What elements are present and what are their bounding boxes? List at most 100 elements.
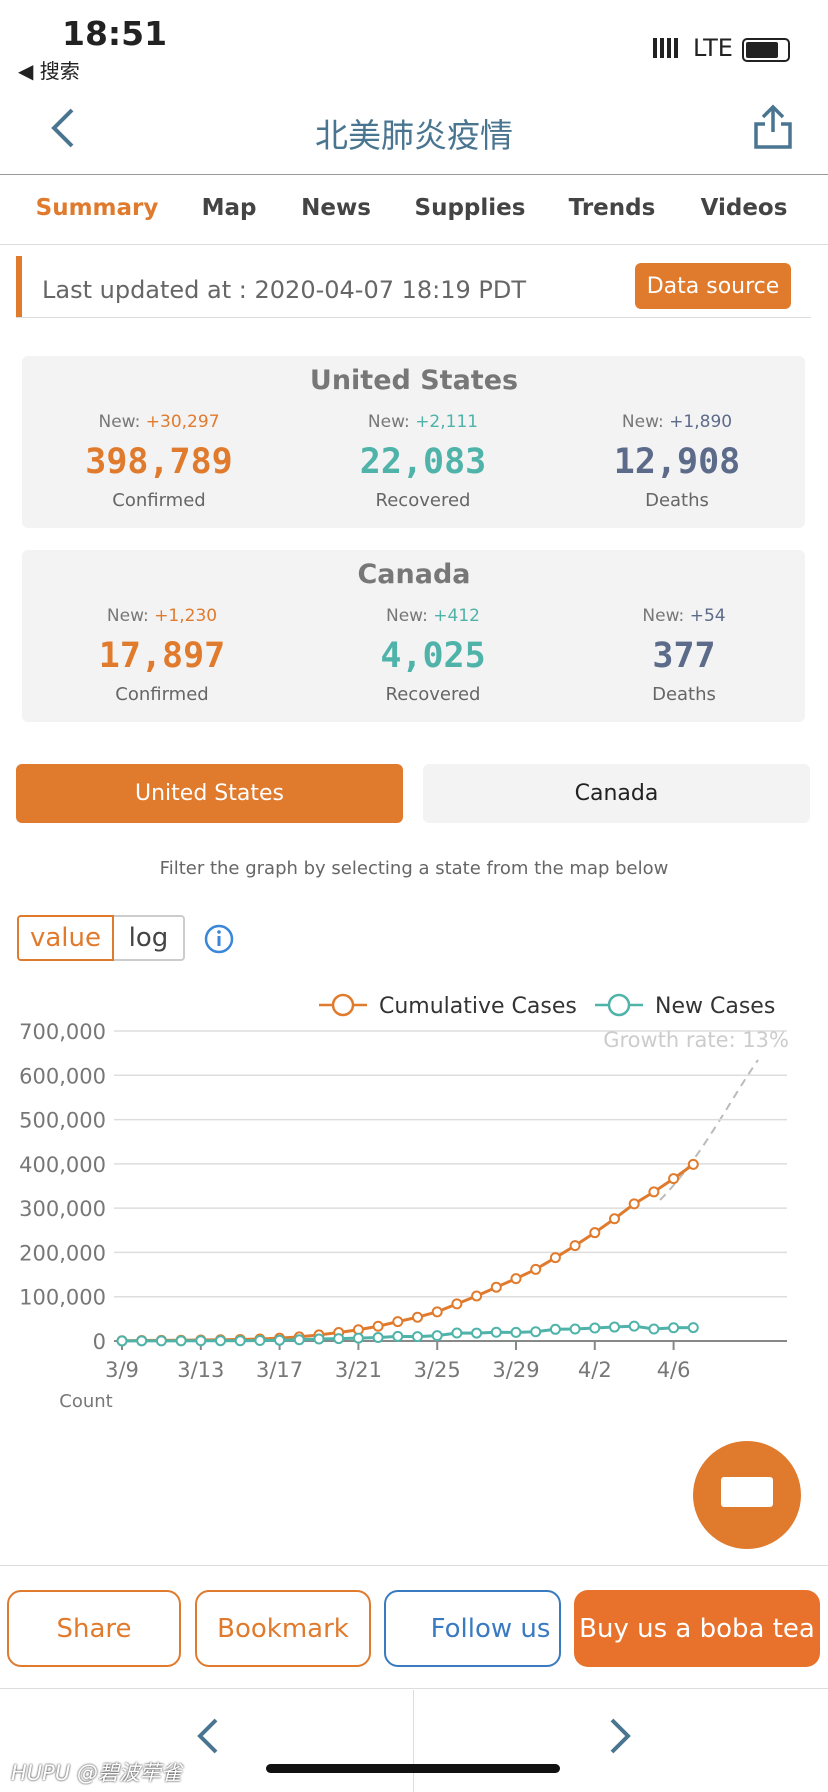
tab[interactable]: News [301, 195, 371, 221]
point [215, 1335, 226, 1347]
info-icon[interactable] [204, 924, 234, 954]
x-tick-label: 3/9 [105, 1358, 139, 1382]
point [687, 1158, 699, 1170]
y-tick-label: 300,000 [19, 1197, 106, 1221]
back-app[interactable]: ◀ 搜索 [18, 59, 80, 83]
new-value: +2,111 [415, 412, 479, 432]
point [668, 1173, 680, 1185]
point [628, 1198, 640, 1210]
point [549, 1323, 561, 1335]
point [648, 1323, 660, 1335]
new-value: +412 [433, 606, 480, 626]
x-tick-label: 3/25 [414, 1358, 461, 1382]
point [412, 1311, 423, 1323]
toolbar-border [0, 1688, 828, 1689]
tab[interactable]: Supplies [414, 195, 526, 221]
watermark: HUPU @碧波荦雀 [11, 1761, 182, 1785]
point [510, 1273, 522, 1285]
update-bar [16, 256, 22, 318]
x-tick-label: 4/2 [578, 1358, 612, 1382]
point [490, 1281, 502, 1293]
point [116, 1335, 128, 1347]
point [549, 1252, 561, 1264]
new-label: New: [98, 412, 141, 432]
new-row: New: +1,230 [107, 606, 217, 626]
tab[interactable]: Trends [568, 195, 656, 221]
chart: 0 100,000 200,000 300,000 400,000 500,000 600,… [19, 993, 789, 1412]
point [569, 1323, 581, 1335]
new-value: +1,890 [669, 412, 733, 432]
point [392, 1330, 404, 1342]
chat-button[interactable] [693, 1441, 801, 1549]
toggle-us[interactable]: United States [16, 764, 403, 823]
point [471, 1327, 483, 1339]
tab[interactable]: Map [201, 195, 257, 221]
battery [742, 38, 790, 62]
trend-line [659, 1059, 759, 1201]
new-row: New: +30,297 [98, 412, 219, 432]
action-button[interactable]: Follow us [384, 1590, 561, 1667]
new-label: New: [642, 606, 685, 626]
point [412, 1331, 423, 1343]
point [372, 1320, 384, 1332]
tab[interactable]: Videos [700, 195, 788, 221]
stat-label: Confirmed [115, 684, 209, 705]
point [372, 1332, 384, 1344]
point [352, 1332, 364, 1344]
x-tick-label: 3/29 [492, 1358, 539, 1382]
x-tick-label: 4/6 [657, 1358, 691, 1382]
new-label: New: [367, 412, 410, 432]
share-icon[interactable] [752, 104, 794, 150]
prev[interactable] [192, 1716, 222, 1756]
value-button[interactable]: value [17, 915, 114, 961]
filter-text: Filter the graph by selecting a state fr… [159, 858, 669, 879]
new-row: New: +1,890 [622, 412, 732, 432]
point [589, 1322, 601, 1334]
new-value: +1,230 [154, 606, 218, 626]
next[interactable] [606, 1716, 636, 1756]
stat-label: Deaths [652, 684, 716, 705]
new-value: +54 [689, 606, 726, 626]
point [195, 1335, 207, 1347]
annotation: Growth rate: 13% [603, 1028, 789, 1052]
legend-marker [607, 993, 631, 1017]
y-tick-label: 100,000 [19, 1286, 106, 1310]
point [648, 1186, 660, 1198]
back-button[interactable] [48, 106, 78, 150]
new-label: New: [621, 412, 664, 432]
action-button[interactable]: Share [7, 1590, 181, 1667]
point [490, 1326, 502, 1338]
network: LTE [693, 34, 733, 62]
x-tick-label: 3/13 [177, 1358, 224, 1382]
point [609, 1321, 620, 1333]
data-source[interactable]: Data source [635, 263, 791, 309]
nav-border [0, 174, 828, 175]
update-border [16, 317, 811, 318]
stat-value: 377 [652, 636, 716, 676]
x-tick-label: 3/17 [256, 1358, 303, 1382]
new-value: +30,297 [145, 412, 220, 432]
tab[interactable]: Summary [35, 195, 159, 221]
y-tick-label: 700,000 [19, 1020, 106, 1044]
action-button[interactable]: Bookmark [195, 1590, 371, 1667]
point [254, 1335, 266, 1347]
log-button[interactable]: log [114, 915, 185, 961]
point [234, 1335, 246, 1347]
action-button[interactable]: Buy us a boba tea [574, 1590, 820, 1667]
stat-card [22, 550, 805, 722]
updated-text: Last updated at : 2020-04-07 18:19 PDT [42, 276, 527, 304]
toggle-canada[interactable]: Canada [423, 764, 810, 823]
new-label: New: [386, 606, 428, 626]
point [589, 1227, 601, 1239]
stat-label: Recovered [385, 684, 481, 705]
point [510, 1326, 522, 1338]
stat-label: Deaths [645, 490, 709, 511]
y-axis-label: Count [59, 1391, 112, 1412]
stat-label: Recovered [375, 490, 471, 511]
point [155, 1335, 167, 1347]
point [431, 1330, 443, 1342]
point [471, 1290, 483, 1302]
point [392, 1316, 404, 1328]
new-row: New: +54 [642, 606, 725, 626]
